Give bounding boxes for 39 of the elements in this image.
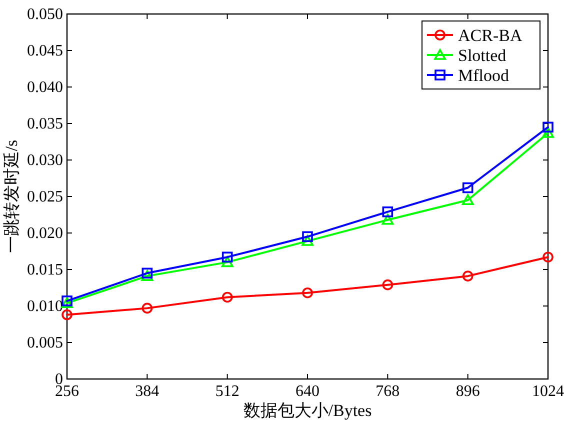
point [221,256,234,268]
x-tick-label: 896 [456,383,480,400]
y-tick-label: 0.045 [27,42,63,60]
point [141,270,154,281]
point [462,194,474,206]
xlabel: 数据包大小/Bytes [243,401,372,420]
y-tick-label: 0.035 [27,116,63,132]
point [222,252,233,262]
y-tick-label: 0.050 [27,6,63,23]
legend-label: ACR-BA [458,26,523,45]
y-tick-label: 0.040 [27,79,63,96]
point [462,270,474,282]
point [462,182,474,194]
y-tick-label: 0.010 [27,298,63,315]
y-tick-label: 0.025 [27,188,63,206]
point [382,279,394,290]
ylabel: 一跳转发时延/s [2,140,21,254]
point [542,122,554,133]
point [542,127,554,138]
point [142,302,153,314]
point [382,206,394,218]
legend-label: Mflood [458,66,510,85]
x-tick-label: 1024 [532,383,564,400]
point [62,309,72,320]
point [382,214,394,225]
x-tick-label: 640 [296,383,320,400]
point [302,235,314,246]
y-tick-label: 0.005 [27,334,63,352]
legend-label: Slotted [458,46,507,65]
point [302,231,313,242]
y-tick-label: 0.015 [27,262,63,278]
y-tick-label: 0.030 [27,152,63,169]
x-tick-label: 768 [376,383,400,400]
point [302,287,313,298]
x-tick-label: 384 [135,383,160,400]
y-tick-label: 0.020 [27,225,63,242]
point [542,252,554,262]
x-tick-label: 512 [215,383,240,400]
point [222,292,233,303]
